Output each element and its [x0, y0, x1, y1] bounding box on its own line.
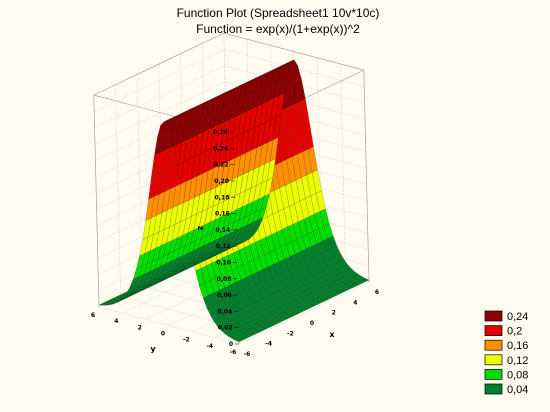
grid-line — [340, 63, 346, 276]
legend-swatch — [484, 354, 503, 366]
x-tick-label: 2 — [332, 310, 336, 317]
grid-line — [115, 84, 121, 297]
grid-line — [136, 74, 143, 287]
y-axis-label: y — [150, 345, 156, 354]
y-tick-label: -2 — [183, 337, 190, 344]
z-tick-label: 0,02 — [218, 325, 233, 332]
y-tick-label: 0 — [161, 331, 165, 338]
legend: 0,24 0,2 0,16 0,12 0,08 0,04 — [484, 310, 528, 396]
box-edge — [93, 32, 224, 96]
box-edge — [93, 95, 100, 308]
legend-swatch — [484, 383, 503, 395]
z-axis-label: z — [195, 225, 204, 230]
z-tick-label: 0,20 — [214, 178, 229, 185]
surface-cell — [98, 302, 108, 306]
surface-mesh — [98, 59, 370, 343]
x-tick-label: 6 — [375, 289, 379, 296]
z-tick-label: 0,04 — [217, 308, 232, 315]
chart-subtitle: Function = exp(x)/(1+exp(x))^2 — [196, 22, 360, 36]
z-tick-label: 0,24 — [213, 145, 228, 152]
x-tick-label: -6 — [244, 351, 251, 358]
legend-swatch — [484, 339, 503, 351]
legend-label: 0,08 — [507, 369, 528, 381]
grid-line — [94, 49, 225, 112]
z-tick-label: 0,14 — [215, 227, 230, 234]
y-tick-label: 6 — [91, 312, 95, 319]
legend-label: 0,24 — [507, 311, 528, 323]
y-tick-label: 4 — [114, 318, 118, 325]
box-edge — [363, 70, 370, 283]
y-tick-label: 2 — [138, 324, 142, 331]
z-tick-label: 0,16 — [215, 211, 230, 218]
chart-title: Function Plot (Spreadsheet1 10v*10c) — [177, 6, 380, 20]
legend-swatch — [484, 325, 503, 336]
grid-line — [316, 57, 323, 270]
grid-line — [94, 65, 225, 128]
x-tick-label: 0 — [310, 320, 314, 327]
x-tick-label: -2 — [287, 330, 294, 337]
x-tick-label: -4 — [265, 341, 272, 348]
legend-label: 0,16 — [507, 340, 528, 352]
z-tick-label: 0,10 — [216, 260, 231, 267]
y-tick-label: -4 — [206, 343, 213, 350]
z-tick-label: 0,08 — [217, 276, 232, 283]
x-axis-label: x — [329, 330, 335, 339]
z-tick-label: 0,26 — [213, 129, 228, 136]
x-tick-label: 4 — [353, 299, 357, 306]
axis-ticks: 0 0,02 0,04 0,06 0,08 0,10 0,12 0,14 0,16 0,18 0,2… — [91, 129, 379, 358]
z-tick-label: 0,06 — [217, 292, 232, 299]
z-tick-label: 0,18 — [215, 194, 230, 201]
legend-label: 0,12 — [507, 355, 528, 367]
grid-line — [94, 81, 226, 145]
y-tick-label: -6 — [230, 349, 237, 356]
box-edge — [223, 32, 364, 71]
legend-swatch — [484, 310, 503, 322]
z-tick-label: 0 — [229, 341, 233, 348]
z-tick-label: 0,22 — [214, 162, 229, 169]
legend-label: 0,04 — [507, 384, 528, 396]
legend-label: 0,2 — [507, 326, 522, 338]
legend-swatch — [484, 369, 503, 380]
z-tick-label: 0,12 — [216, 243, 231, 250]
